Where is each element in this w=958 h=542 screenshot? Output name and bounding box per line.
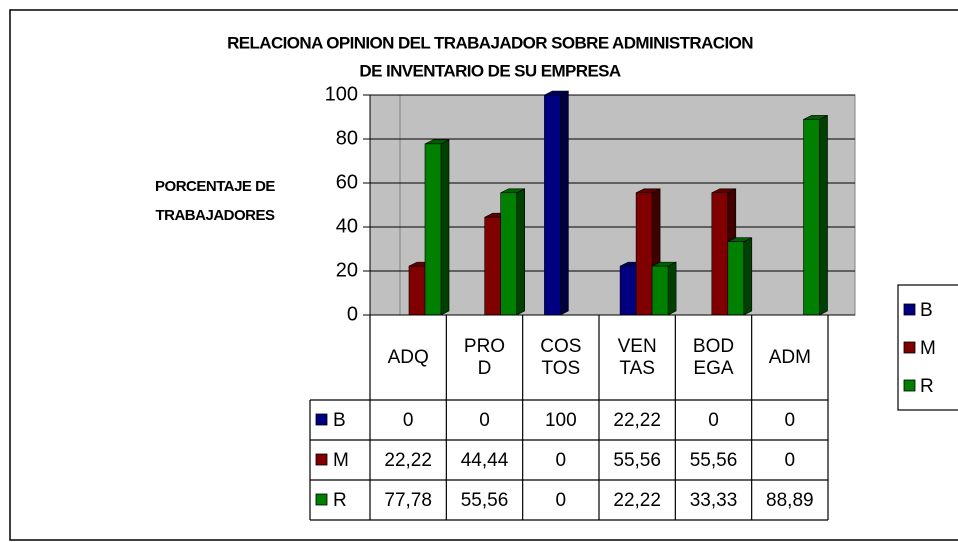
category-cell: COSTOS: [523, 315, 599, 400]
category-cell: PROD: [446, 315, 522, 400]
bar: [711, 192, 729, 316]
y-tick-label: 80: [336, 127, 358, 149]
category-cell: ADQ: [370, 315, 446, 400]
category-wrap: VENTAS: [599, 315, 675, 400]
bar-side: [743, 237, 753, 316]
data-label: 33,33: [690, 490, 738, 511]
data-label: 0: [785, 450, 796, 471]
data-label: 88,89: [766, 490, 814, 511]
table-series-name: M: [333, 450, 349, 471]
category-wrap: COSTOS: [523, 315, 599, 400]
category-wrap: BODEGA: [675, 315, 751, 400]
bar-side: [667, 261, 677, 316]
bar: [544, 94, 561, 316]
data-table: ADQ PROD COSTOS VENTAS BODEGA ADM B 0 0 100 22,22 0…: [309, 315, 829, 521]
y-tick-label: 100: [325, 83, 358, 105]
y-tick-label: 20: [336, 259, 358, 281]
x-tick-label: COSTOS: [540, 335, 582, 379]
y-tick-label: 0: [347, 303, 358, 325]
bar: [500, 192, 518, 316]
data-label: 0: [403, 410, 414, 431]
bar: [727, 241, 745, 316]
data-label: 77,78: [384, 490, 432, 511]
legend-key: [903, 379, 916, 392]
chart-title: DE INVENTARIO DE SU EMPRESA: [359, 61, 621, 80]
y-axis-label: PORCENTAJE DE: [155, 178, 275, 195]
data-label: 55,56: [613, 450, 661, 471]
x-tick-label: PROD: [463, 335, 506, 379]
category-cell: VENTAS: [599, 315, 675, 400]
table-series-name: R: [333, 490, 347, 511]
data-label: 22,22: [613, 490, 661, 511]
legend-key: [903, 303, 916, 316]
category-cell: ADM: [752, 315, 828, 400]
y-tick-label: 40: [336, 215, 358, 237]
data-label: 0: [556, 450, 567, 471]
data-label: 55,56: [690, 450, 738, 471]
legend-key: [315, 453, 328, 466]
x-tick-label: BODEGA: [692, 335, 735, 379]
bar: [651, 265, 669, 316]
category-wrap: PROD: [446, 315, 522, 400]
bar-side: [440, 139, 450, 316]
legend-key: [315, 413, 328, 426]
chart-title: RELACIONA OPINION DEL TRABAJADOR SOBRE A…: [227, 33, 753, 52]
y-tick-label: 60: [336, 171, 358, 193]
legend-key: [903, 341, 916, 354]
data-label: 22,22: [384, 450, 432, 471]
legend-label: M: [920, 338, 936, 359]
bar: [619, 265, 637, 316]
bar-side: [560, 90, 569, 316]
legend-label: B: [920, 300, 933, 321]
data-label: 0: [708, 410, 719, 431]
bar-side: [819, 114, 828, 316]
legend-key: [315, 493, 328, 506]
data-label: 44,44: [461, 450, 509, 471]
category-wrap: ADM: [752, 315, 828, 400]
data-label: 100: [545, 410, 577, 431]
data-label: 0: [479, 410, 490, 431]
category-cell: BODEGA: [675, 315, 751, 400]
data-label: 0: [785, 410, 796, 431]
x-tick-label: VENTAS: [617, 335, 657, 379]
bar: [424, 143, 442, 316]
table-series-name: B: [333, 410, 346, 431]
data-label: 55,56: [461, 490, 509, 511]
plot-area: [369, 94, 856, 316]
data-label: 22,22: [613, 410, 661, 431]
category-wrap: ADQ: [370, 315, 446, 400]
x-tick-label: ADQ: [387, 346, 429, 368]
data-label: 0: [556, 490, 567, 511]
chart-border: [9, 9, 958, 541]
y-axis-label: TRABAJADORES: [155, 207, 275, 224]
bar-side: [516, 188, 526, 316]
bar: [635, 192, 653, 316]
bar: [484, 216, 502, 316]
x-tick-label: ADM: [768, 346, 811, 368]
bar: [803, 119, 820, 316]
bar: [408, 265, 426, 316]
legend-label: R: [920, 376, 934, 397]
